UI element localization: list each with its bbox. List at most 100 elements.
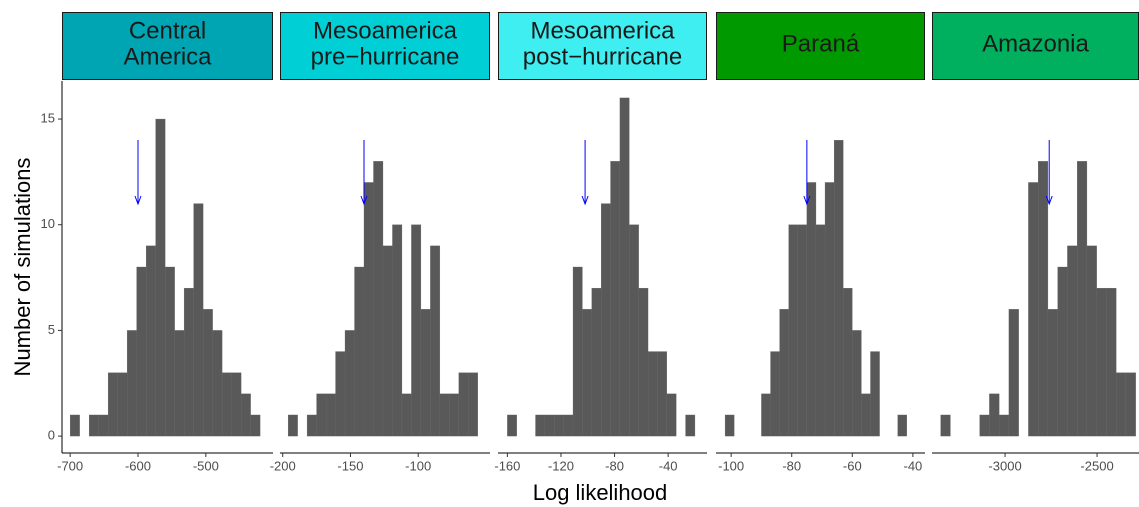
- strip: [932, 12, 1139, 80]
- bar: [999, 414, 1010, 437]
- observed-arrow-head: [134, 195, 142, 206]
- bar: [287, 414, 298, 437]
- bar: [212, 330, 223, 437]
- x-axis-title: Log likelihood: [533, 480, 668, 505]
- bar: [843, 287, 853, 437]
- observed-arrow-head: [360, 195, 368, 206]
- bar: [1116, 372, 1127, 437]
- x-tick-label: -40: [903, 458, 922, 473]
- y-tick-label: 10: [41, 216, 55, 231]
- bar: [136, 266, 147, 437]
- bar: [797, 224, 808, 437]
- bar: [601, 203, 611, 437]
- bar: [979, 414, 990, 437]
- bar: [1077, 161, 1088, 437]
- x-tick-label: -150: [337, 458, 363, 473]
- bar: [779, 309, 789, 437]
- bar: [231, 372, 242, 437]
- x-tick-label: -60: [843, 458, 862, 473]
- bar: [788, 224, 798, 437]
- x-tick-label: -40: [659, 458, 678, 473]
- strip: [62, 12, 273, 80]
- bar: [572, 266, 583, 437]
- bar: [202, 309, 213, 437]
- bar: [221, 372, 232, 437]
- bar: [354, 266, 365, 437]
- y-tick-label: 15: [41, 110, 55, 125]
- bar: [363, 182, 374, 437]
- bar: [325, 393, 336, 437]
- strip: [280, 12, 490, 80]
- bar: [420, 309, 431, 437]
- observed-arrow-head: [803, 195, 811, 206]
- bar: [117, 372, 128, 437]
- bar: [1028, 182, 1039, 437]
- bar: [1096, 287, 1107, 437]
- bar: [88, 414, 99, 437]
- bar: [335, 351, 346, 437]
- strip: [716, 12, 925, 80]
- x-tick-label: -120: [548, 458, 574, 473]
- bar: [897, 414, 907, 437]
- bar: [770, 351, 780, 437]
- strip-label: Paraná: [782, 31, 860, 58]
- x-tick-label: -3000: [988, 458, 1021, 473]
- x-tick-label: -80: [782, 458, 801, 473]
- bar: [1047, 309, 1058, 437]
- bar: [824, 182, 835, 437]
- bar: [392, 224, 403, 437]
- bar: [1106, 287, 1117, 437]
- bar: [183, 287, 194, 437]
- bar: [411, 224, 422, 437]
- x-tick-label: -200: [270, 458, 296, 473]
- bar: [638, 287, 649, 437]
- bar: [240, 393, 251, 437]
- strip-label: Central America: [123, 18, 212, 71]
- bar: [619, 97, 630, 437]
- bar: [666, 393, 677, 437]
- bar: [852, 330, 862, 437]
- bar: [1038, 161, 1049, 437]
- x-tick-label: -700: [57, 458, 83, 473]
- bar: [145, 245, 156, 437]
- bar: [430, 245, 441, 437]
- bar: [724, 414, 735, 437]
- bar: [316, 393, 327, 437]
- bar: [815, 224, 826, 437]
- bar: [449, 393, 459, 437]
- bar: [629, 224, 639, 437]
- bar: [507, 414, 517, 437]
- bar: [98, 414, 109, 437]
- x-tick-label: -80: [605, 458, 624, 473]
- bar: [1125, 372, 1136, 437]
- bar: [806, 182, 817, 437]
- x-tick-label: -600: [125, 458, 151, 473]
- bar: [861, 393, 871, 437]
- bar: [382, 245, 393, 437]
- bar: [544, 414, 555, 437]
- bar: [610, 161, 621, 437]
- strip-label: Mesoamerica post−hurricane: [523, 18, 682, 71]
- bar: [126, 330, 137, 437]
- bar: [535, 414, 546, 437]
- bar: [458, 372, 469, 437]
- bar: [250, 414, 261, 437]
- bar: [989, 393, 1000, 437]
- bar: [174, 330, 185, 437]
- bar: [401, 393, 412, 437]
- bar: [563, 414, 574, 437]
- bar: [1057, 266, 1068, 437]
- x-tick-label: -100: [405, 458, 431, 473]
- observed-arrow-head: [581, 195, 589, 206]
- bar: [1008, 309, 1019, 437]
- bar: [69, 414, 80, 437]
- bar: [439, 393, 450, 437]
- bar: [940, 414, 951, 437]
- strip-label: Amazonia: [982, 31, 1089, 58]
- bar: [833, 140, 844, 437]
- bar: [468, 372, 478, 437]
- x-tick-label: -2500: [1080, 458, 1113, 473]
- y-axis-title: Number of simulations: [10, 158, 35, 377]
- bar: [554, 414, 564, 437]
- strip-label: Mesoamerica pre−hurricane: [311, 18, 460, 71]
